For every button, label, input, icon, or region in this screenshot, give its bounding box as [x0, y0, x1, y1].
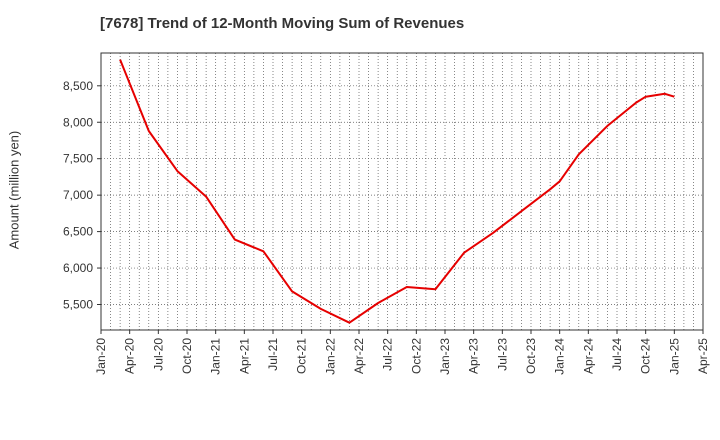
y-tick-label: 5,500 [63, 297, 93, 311]
y-tick-label: 6,500 [63, 225, 93, 239]
x-tick-label: Apr-20 [123, 338, 137, 374]
plot-frame [100, 52, 704, 331]
x-tick-label: Jul-21 [266, 338, 280, 371]
series-line [119, 59, 675, 324]
y-tick-label: 7,500 [63, 152, 93, 166]
grid [101, 53, 703, 330]
chart-title: [7678] Trend of 12-Month Moving Sum of R… [100, 15, 465, 32]
x-tick-label: Jan-23 [438, 338, 452, 375]
x-ticks: Jan-20 Apr-20 Jul-20 Oct-20 Jan-21 Apr-21 Jul-… [94, 330, 710, 375]
x-tick-label: Apr-25 [696, 338, 710, 374]
x-tick-label: Jan-25 [667, 338, 681, 375]
x-tick-label: Apr-24 [581, 338, 595, 374]
x-tick-label: Oct-20 [180, 338, 194, 374]
x-tick-label: Oct-23 [524, 338, 538, 374]
x-tick-label: Jul-23 [495, 338, 509, 371]
x-tick-label: Oct-21 [295, 338, 309, 374]
y-ticks: 5,500 6,000 6,500 7,000 7,500 8,000 8,500 [63, 79, 101, 311]
x-tick-label: Jan-22 [323, 338, 337, 375]
x-tick-label: Apr-21 [237, 338, 251, 374]
y-tick-label: 8,500 [63, 79, 93, 93]
y-tick-label: 8,000 [63, 115, 93, 129]
x-tick-label: Jan-21 [209, 338, 223, 375]
y-tick-label: 6,000 [63, 261, 93, 275]
x-tick-label: Apr-22 [352, 338, 366, 374]
series-layer [119, 59, 675, 324]
x-tick-label: Oct-22 [409, 338, 423, 374]
x-tick-label: Apr-23 [467, 338, 481, 374]
x-tick-label: Jul-24 [610, 338, 624, 371]
y-tick-label: 7,000 [63, 188, 93, 202]
x-tick-label: Jul-22 [381, 338, 395, 371]
x-tick-label: Jan-24 [553, 338, 567, 375]
x-tick-label: Jul-20 [151, 338, 165, 371]
x-tick-label: Oct-24 [639, 338, 653, 374]
x-tick-label: Jan-20 [94, 338, 108, 375]
